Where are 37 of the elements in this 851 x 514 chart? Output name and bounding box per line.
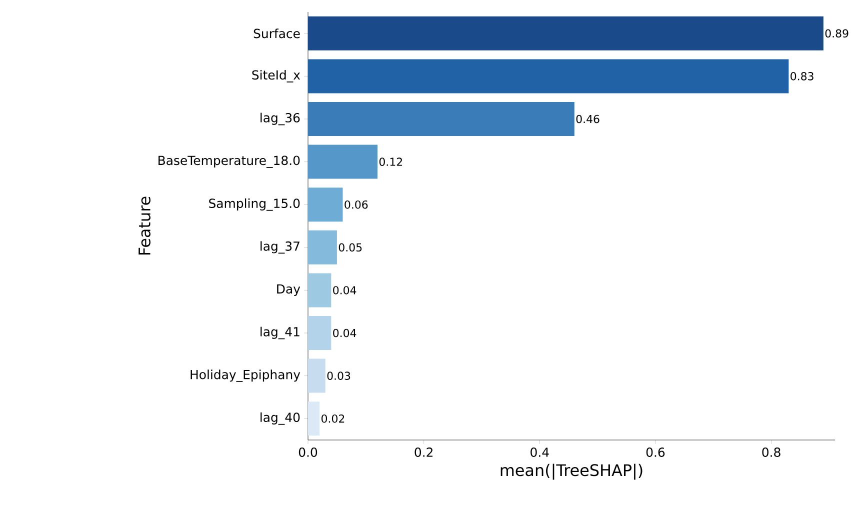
bar <box>308 230 337 264</box>
data-label: 0.89 <box>825 29 848 38</box>
y-tick-label: lag_37 <box>260 241 300 254</box>
x-tick-label: 0.2 <box>414 448 432 457</box>
bar <box>308 402 320 436</box>
bar <box>308 16 824 50</box>
bar <box>308 273 332 308</box>
y-tick-label: Day <box>277 284 300 296</box>
data-label: 0.05 <box>338 243 362 252</box>
y-tick-label: lag_36 <box>260 112 300 126</box>
data-label: 0.04 <box>333 328 356 338</box>
x-tick-label: 0.6 <box>646 448 665 457</box>
x-tick-label: 0.8 <box>762 448 780 457</box>
bar <box>308 188 343 222</box>
x-axis-title: mean(|TreeSHAP|) <box>500 464 642 480</box>
bar <box>308 144 378 179</box>
bar <box>308 316 332 350</box>
x-tick-label: 0.0 <box>298 448 318 457</box>
x-tick-label: 0.4 <box>530 448 549 457</box>
y-tick-label: lag_41 <box>260 326 300 340</box>
data-label: 0.83 <box>790 72 814 80</box>
data-label: 0.02 <box>322 414 344 423</box>
y-tick-label: BaseTemperature_18.0 <box>158 156 300 168</box>
data-label: 0.04 <box>333 286 356 294</box>
y-axis-title: Feature <box>138 196 150 255</box>
bar <box>308 358 326 393</box>
data-label: 0.03 <box>327 372 350 380</box>
data-label: 0.46 <box>576 114 600 124</box>
data-label: 0.12 <box>379 158 402 166</box>
bar <box>308 59 789 94</box>
y-tick-label: Holiday_Epiphany <box>190 370 300 382</box>
data-label: 0.06 <box>344 200 368 209</box>
y-tick-label: SiteId_x <box>252 70 300 82</box>
y-tick-label: Sampling_15.0 <box>209 198 300 211</box>
y-tick-label: lag_40 <box>260 412 300 425</box>
bar <box>308 102 574 136</box>
y-tick-label: Surface <box>254 28 300 38</box>
